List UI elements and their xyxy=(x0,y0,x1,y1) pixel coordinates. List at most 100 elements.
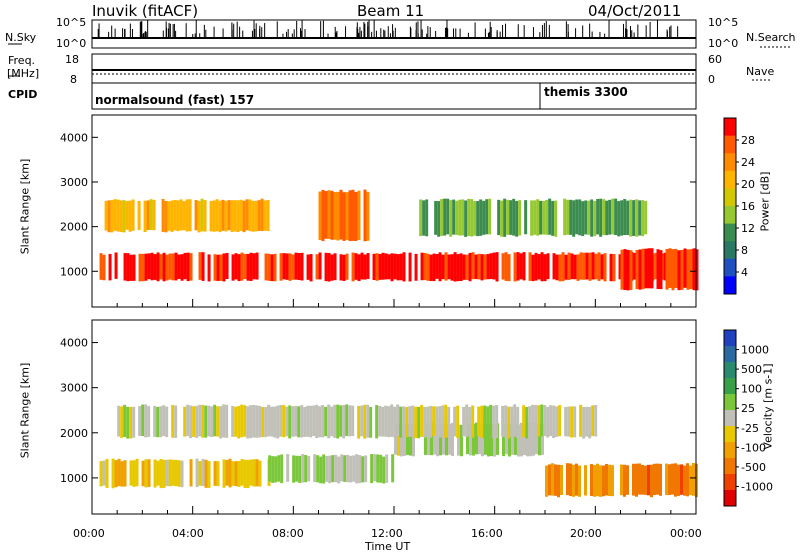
heatmap-cell xyxy=(198,252,202,280)
heatmap-cell xyxy=(585,406,589,437)
colorbar-tick-label: -25 xyxy=(741,422,759,435)
colorbar-tick-label: 100 xyxy=(741,383,762,396)
colorbar-swatch xyxy=(724,206,736,225)
heatmap-cell xyxy=(650,248,654,289)
heatmap-cell xyxy=(442,424,445,455)
power-heatmap xyxy=(99,189,699,291)
heatmap-cell xyxy=(390,404,394,437)
heatmap-cell xyxy=(288,253,292,281)
heatmap-cell xyxy=(375,405,379,439)
heatmap-cell xyxy=(276,405,280,439)
heatmap-cell xyxy=(252,404,256,438)
heatmap-cell xyxy=(546,253,550,280)
heatmap-cell xyxy=(447,254,451,280)
heatmap-cell xyxy=(600,254,604,280)
heatmap-cell xyxy=(318,406,322,438)
y-tick-label: 2000 xyxy=(60,221,88,234)
heatmap-cell xyxy=(213,404,217,437)
heatmap-cell xyxy=(300,252,304,281)
heatmap-cell xyxy=(623,249,627,290)
colorbar-swatch xyxy=(724,346,736,363)
heatmap-cell xyxy=(291,406,295,437)
heatmap-cell xyxy=(171,459,175,486)
heatmap-cell xyxy=(522,252,526,281)
heatmap-cell xyxy=(387,406,391,438)
heatmap-cell xyxy=(221,199,225,231)
heatmap-cell xyxy=(378,253,382,280)
heatmap-cell xyxy=(156,252,160,282)
heatmap-cell xyxy=(245,199,249,231)
heatmap-cell xyxy=(342,192,346,241)
heatmap-cell xyxy=(273,253,277,282)
heatmap-cell xyxy=(346,454,350,483)
heatmap-cell xyxy=(183,252,187,280)
heatmap-cell xyxy=(472,423,475,456)
heatmap-cell xyxy=(123,404,127,437)
power-y-ticks: 1000 2000 3000 4000 xyxy=(60,131,696,278)
heatmap-cell xyxy=(342,254,346,281)
heatmap-cell xyxy=(626,249,630,291)
nave-tick-top: 60 xyxy=(708,53,722,66)
heatmap-cell xyxy=(271,456,275,483)
heatmap-cell xyxy=(113,199,117,231)
heatmap-cell xyxy=(222,459,226,488)
heatmap-cell xyxy=(128,200,132,232)
heatmap-cell xyxy=(141,460,145,487)
colorbar-tick-label: 28 xyxy=(741,134,755,147)
heatmap-cell xyxy=(478,424,481,455)
heatmap-cell xyxy=(147,459,151,487)
heatmap-cell xyxy=(569,463,572,497)
colorbar-swatch xyxy=(724,188,736,207)
heatmap-cell xyxy=(453,252,457,282)
heatmap-cell xyxy=(508,423,511,457)
heatmap-cell xyxy=(339,405,343,437)
heatmap-cell xyxy=(333,253,337,281)
heatmap-cell xyxy=(477,406,481,437)
heatmap-cell xyxy=(381,252,385,280)
colorbar-swatch xyxy=(724,241,736,260)
heatmap-cell xyxy=(165,406,169,438)
heatmap-cell xyxy=(575,199,579,235)
colorbar-tick-label: 25 xyxy=(741,402,755,415)
heatmap-cell xyxy=(207,254,211,282)
heatmap-cell xyxy=(189,459,193,487)
heatmap-cell xyxy=(227,200,231,231)
heatmap-cell xyxy=(141,253,145,282)
heatmap-cell xyxy=(246,459,250,489)
heatmap-cell xyxy=(219,406,223,439)
heatmap-cell xyxy=(566,463,569,496)
heatmap-cell xyxy=(182,201,186,231)
heatmap-cell xyxy=(249,459,253,486)
heatmap-cell xyxy=(330,406,334,437)
heatmap-cell xyxy=(444,404,448,438)
heatmap-cell xyxy=(194,200,198,231)
heatmap-cell xyxy=(268,455,272,482)
heatmap-cell xyxy=(144,404,148,438)
y-tick-label: 3000 xyxy=(60,382,88,395)
colorbar-swatch xyxy=(724,362,736,379)
heatmap-cell xyxy=(328,455,332,484)
cpid-panel-frame xyxy=(91,82,697,110)
heatmap-cell xyxy=(336,191,340,241)
heatmap-cell xyxy=(352,455,356,482)
heatmap-cell xyxy=(279,404,283,437)
heatmap-cell xyxy=(674,463,677,497)
heatmap-cell xyxy=(451,422,454,456)
heatmap-cell xyxy=(231,405,235,437)
heatmap-cell xyxy=(153,254,157,280)
heatmap-cell xyxy=(554,464,557,496)
heatmap-cell xyxy=(538,424,541,456)
heatmap-cell xyxy=(258,405,262,438)
heatmap-cell xyxy=(551,463,554,496)
heatmap-cell xyxy=(506,199,510,235)
heatmap-cell xyxy=(644,465,647,495)
heatmap-cell xyxy=(251,200,255,232)
heatmap-cell xyxy=(422,200,426,236)
heatmap-cell xyxy=(152,199,156,231)
heatmap-cell xyxy=(596,198,600,235)
heatmap-cell xyxy=(545,465,548,497)
colorbar-swatch xyxy=(724,118,736,137)
x-axis-title: Time UT xyxy=(365,540,411,553)
heatmap-cell xyxy=(618,254,622,280)
heatmap-cell xyxy=(548,198,552,235)
